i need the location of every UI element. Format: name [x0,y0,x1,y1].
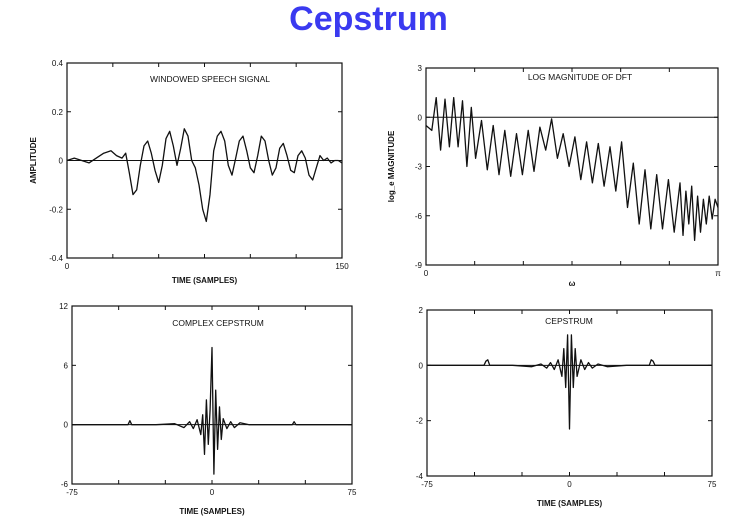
x-tick-label: 0 [424,269,429,278]
complex-cepstrum-plot: 12 6 0 -6-75 0 75 COMPLEX CEPSTRUM TIME (SAMPLE… [59,302,357,516]
x-tick-label: 150 [335,262,349,271]
plot-frame [71,305,353,485]
y-tick-label: -6 [415,212,423,221]
y-tick-label: 0 [418,113,423,122]
cepstrum-plot: 2 0 -2 -4-75 0 75 CEPSTRUM TIME (SAMPLES) [416,306,717,508]
plot-frame [426,309,713,477]
plot-frame [425,67,719,266]
plot-title: CEPSTRUM [545,316,593,326]
y-tick-label: 0 [64,421,69,430]
x-tick-label: π [715,269,721,278]
x-tick-label: 75 [348,488,357,497]
x-tick-label: 75 [708,480,717,489]
y-tick-label: -4 [416,472,424,481]
y-axis-label: log_e MAGNITUDE [387,130,396,202]
y-tick-label: 6 [64,361,69,370]
y-tick-label: -9 [415,261,423,270]
plot-title: LOG MAGNITUDE OF DFT [528,72,632,82]
y-tick-label: 0.2 [52,108,64,117]
y-tick-label: 12 [59,302,68,311]
y-tick-label: 2 [419,306,424,315]
y-tick-label: -2 [416,417,424,426]
x-axis-label: TIME (SAMPLES) [537,499,603,508]
x-axis-label: ω [569,279,576,288]
x-axis-label: TIME (SAMPLES) [179,507,245,516]
x-tick-label: -75 [421,480,433,489]
plot-title: COMPLEX CEPSTRUM [172,318,264,328]
y-axis-label: AMPLITUDE [29,137,38,184]
x-tick-label: -75 [66,488,78,497]
x-tick-label: 0 [567,480,572,489]
y-tick-label: 3 [418,64,423,73]
slide-title: Cepstrum [289,0,448,38]
signal-line [427,334,712,430]
y-tick-label: -3 [415,163,423,172]
y-tick-label: -0.2 [49,205,63,214]
y-tick-label: -6 [61,480,69,489]
x-tick-label: 0 [65,262,70,271]
signal-line [425,96,719,242]
y-tick-label: 0.4 [52,59,64,68]
y-tick-label: 0 [419,361,424,370]
signal-line [66,128,343,223]
y-tick-label: 0 [59,157,64,166]
plot-title: WINDOWED SPEECH SIGNAL [150,74,270,84]
y-tick-label: -0.4 [49,254,63,263]
x-axis-label: TIME (SAMPLES) [172,276,238,285]
signal-line [72,346,352,475]
x-tick-label: 0 [210,488,215,497]
